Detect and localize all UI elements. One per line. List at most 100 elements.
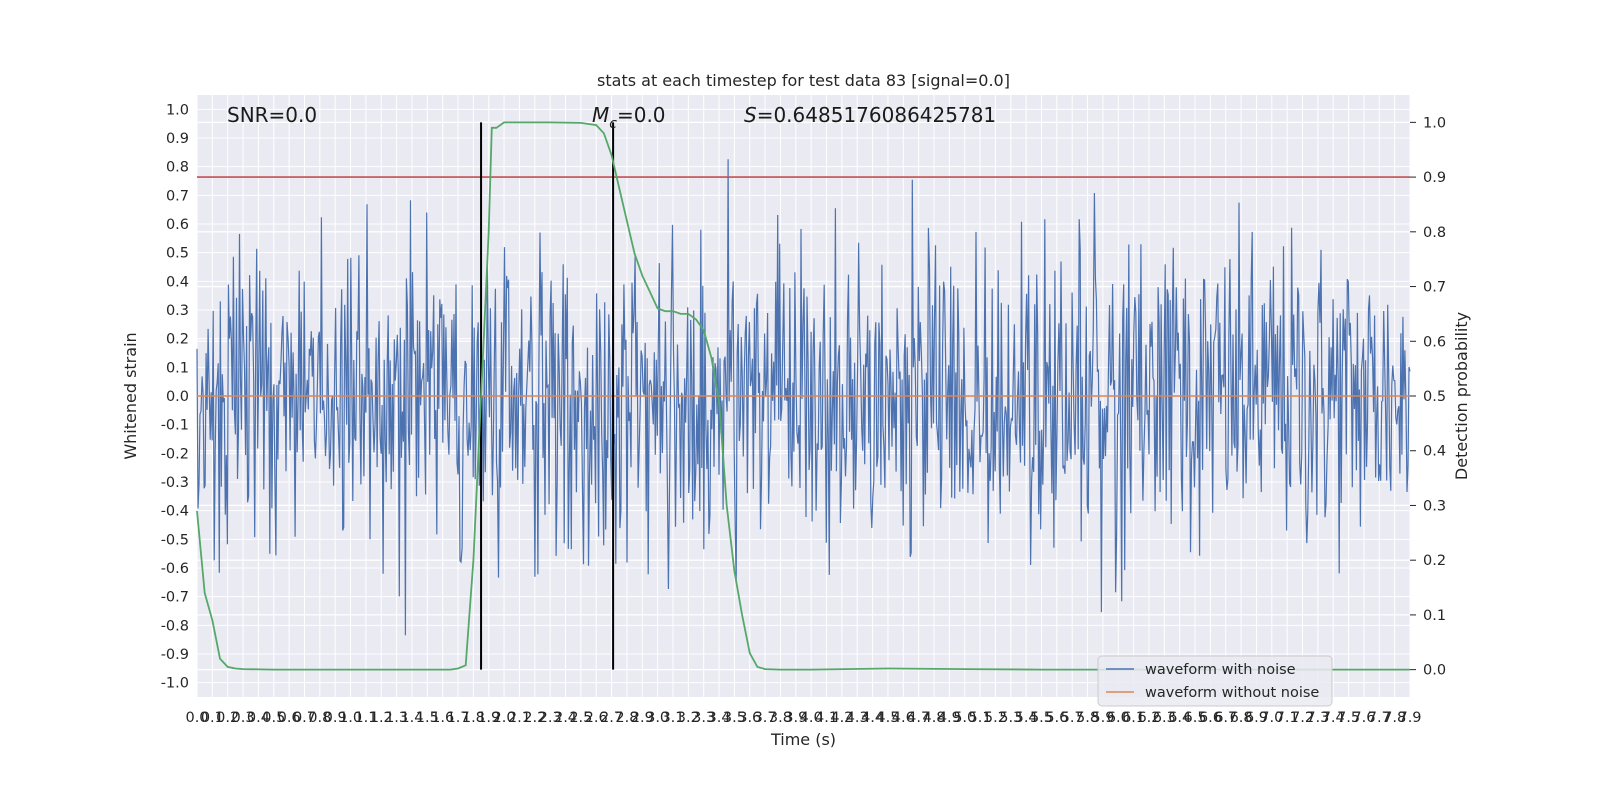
x-tick-label: 6.5 — [1184, 710, 1207, 726]
x-tick-label: 6.2 — [1137, 710, 1160, 726]
x-tick-label: 2.0 — [493, 710, 516, 726]
x-tick-label: 7.0 — [1260, 710, 1283, 726]
x-tick-label: 2.4 — [554, 710, 577, 726]
noise-waveform-path — [196, 159, 1411, 636]
x-tick-label: 4.4 — [861, 710, 884, 726]
x-tick-label: 3.3 — [692, 710, 715, 726]
x-tick-label: 0.4 — [247, 710, 270, 726]
x-tick-label: 0.5 — [262, 710, 285, 726]
x-tick-label: 1.0 — [339, 710, 362, 726]
x-tick-label: 3.4 — [708, 710, 731, 726]
legend-entry-noise: waveform with noise — [1145, 662, 1296, 678]
y2-tick-label: 0.5 — [1423, 389, 1446, 405]
x-tick-label: 6.9 — [1245, 710, 1268, 726]
x-tick-label: 1.8 — [462, 710, 485, 726]
y-axis-label: Whitened strain — [121, 332, 140, 459]
x-tick-label: 0.7 — [293, 710, 316, 726]
x-tick-label: 6.4 — [1168, 710, 1191, 726]
y2-tick-label: 0.3 — [1423, 498, 1446, 514]
y2-axis-label: Detection probability — [1452, 312, 1471, 480]
y2-tick-label: 0.8 — [1423, 225, 1446, 241]
y2-tick-label: 1.0 — [1423, 115, 1446, 131]
x-tick-label: 7.6 — [1352, 710, 1375, 726]
x-tick-label: 3.0 — [646, 710, 669, 726]
y-tick-label: 1.0 — [166, 102, 189, 118]
y-tick-label: 0.9 — [166, 131, 189, 147]
x-tick-label: 1.7 — [446, 710, 469, 726]
y-tick-label: 0.6 — [166, 217, 189, 233]
x-tick-label: 5.1 — [969, 710, 992, 726]
legend-entry-clean: waveform without noise — [1145, 685, 1319, 701]
y-tick-label: 0.3 — [166, 303, 189, 319]
y2-tick-label: 0.2 — [1423, 553, 1446, 569]
mc-value: =0.0 — [617, 103, 666, 127]
y-tick-label: -0.4 — [161, 504, 189, 520]
x-tick-label: 3.6 — [738, 710, 761, 726]
x-tick-label: 0.2 — [216, 710, 239, 726]
x-tick-label: 1.5 — [416, 710, 439, 726]
x-tick-label: 6.8 — [1230, 710, 1253, 726]
x-tick-label: 2.5 — [569, 710, 592, 726]
y-tick-label: -0.6 — [161, 561, 189, 577]
x-tick-label: 3.9 — [784, 710, 807, 726]
x-tick-label: 4.9 — [938, 710, 961, 726]
x-tick-label: 5.6 — [1045, 710, 1068, 726]
x-tick-label: 1.6 — [431, 710, 454, 726]
mc-annotation: Mc=0.0 — [592, 103, 666, 132]
x-tick-label: 7.2 — [1291, 710, 1314, 726]
s-value: =0.6485176086425781 — [757, 103, 996, 127]
x-tick-label: 5.5 — [1030, 710, 1053, 726]
x-tick-label: 3.5 — [723, 710, 746, 726]
detection-probability-line — [196, 121, 1410, 671]
x-tick-label: 0.8 — [308, 710, 331, 726]
x-tick-label: 2.2 — [523, 710, 546, 726]
y-tick-label: 0.8 — [166, 160, 189, 176]
x-tick-label: 3.8 — [769, 710, 792, 726]
x-tick-label: 4.6 — [892, 710, 915, 726]
x-tick-label: 0.9 — [324, 710, 347, 726]
series-lines — [196, 121, 1410, 671]
x-tick-label: 7.7 — [1368, 710, 1391, 726]
legend: waveform with noise waveform without noi… — [1097, 655, 1333, 707]
x-tick-label: 1.9 — [477, 710, 500, 726]
x-tick-label: 5.4 — [1015, 710, 1038, 726]
series-waveform-with-noise — [196, 159, 1411, 636]
x-tick-label: 6.6 — [1199, 710, 1222, 726]
x-tick-label: 5.3 — [999, 710, 1022, 726]
y-tick-label: 0.0 — [166, 389, 189, 405]
y2-tick-label: 0.6 — [1423, 334, 1446, 350]
x-tick-label: 3.2 — [677, 710, 700, 726]
y2-tick-label: 0.9 — [1423, 170, 1446, 186]
x-tick-label: 7.1 — [1276, 710, 1299, 726]
x-tick-label: 2.9 — [631, 710, 654, 726]
x-tick-label: 4.2 — [830, 710, 853, 726]
tick-labels: 0.00.10.20.30.40.50.60.70.80.91.01.11.21… — [161, 102, 1446, 726]
x-tick-label: 5.8 — [1076, 710, 1099, 726]
x-tick-label: 5.0 — [953, 710, 976, 726]
y2-tick-label: 0.4 — [1423, 444, 1446, 460]
y-tick-label: 0.1 — [166, 360, 189, 376]
x-tick-label: 4.7 — [907, 710, 930, 726]
y2-tick-label: 0.0 — [1423, 663, 1446, 679]
y-tick-label: -0.3 — [161, 475, 189, 491]
y-tick-label: -0.2 — [161, 446, 189, 462]
x-tick-label: 5.2 — [984, 710, 1007, 726]
x-tick-label: 6.7 — [1214, 710, 1237, 726]
x-tick-label: 0.1 — [201, 710, 224, 726]
x-tick-label: 1.4 — [400, 710, 423, 726]
snr-annotation: SNR=0.0 — [227, 103, 317, 127]
y-tick-label: 0.5 — [166, 246, 189, 262]
x-tick-label: 4.1 — [815, 710, 838, 726]
x-tick-label: 7.5 — [1337, 710, 1360, 726]
x-tick-label: 0.3 — [232, 710, 255, 726]
x-tick-label: 2.3 — [539, 710, 562, 726]
y-tick-label: 0.7 — [166, 188, 189, 204]
s-symbol: S — [744, 103, 757, 127]
x-tick-label: 5.9 — [1091, 710, 1114, 726]
x-tick-label: 1.2 — [370, 710, 393, 726]
y-tick-label: -0.5 — [161, 532, 189, 548]
x-tick-label: 3.1 — [661, 710, 684, 726]
x-tick-label: 6.3 — [1153, 710, 1176, 726]
x-tick-label: 7.3 — [1306, 710, 1329, 726]
